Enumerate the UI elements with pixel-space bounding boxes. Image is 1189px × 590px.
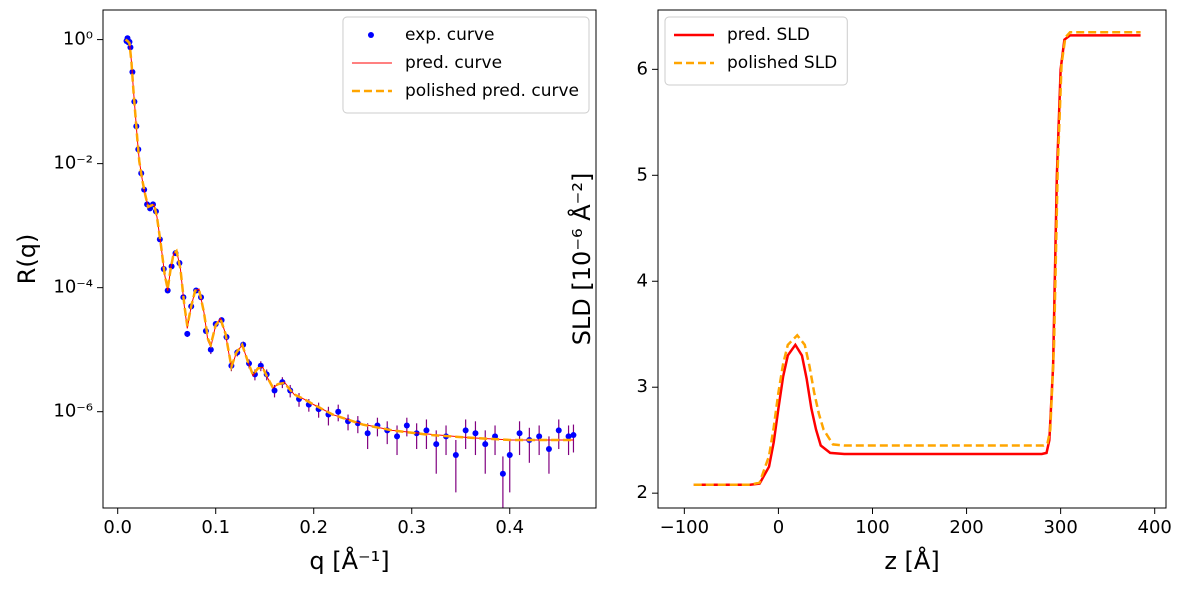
data-point [335,408,342,415]
y-axis-label: SLD [10⁻⁶ Å⁻²] [567,173,596,346]
data-point [394,433,401,440]
legend-label: pred. SLD [727,25,810,45]
data-point [403,422,410,429]
data-point [452,452,459,459]
data-point [271,387,278,394]
axes-frame [657,9,1167,509]
series-line [693,34,1141,486]
y-tick-label: 10⁻⁴ [53,277,93,298]
series-line [124,38,574,442]
y-tick-label: 4 [637,270,648,291]
y-tick-label: 6 [637,58,648,79]
legend-label: pred. curve [405,53,502,73]
y-tick-label: 5 [637,164,648,185]
legend-box [342,16,590,114]
y-tick-label: 3 [637,376,648,397]
x-tick-label: 300 [1043,517,1077,538]
axes-frame [102,9,597,509]
data-point [506,452,513,459]
legend-label: polished SLD [727,53,837,73]
x-tick-label: 200 [949,517,983,538]
data-point [536,433,543,440]
data-point [364,430,371,437]
data-point [472,430,479,437]
data-point [555,427,562,434]
legend-marker [367,32,374,38]
x-tick-label: 0.0 [103,517,132,538]
data-point [462,427,469,434]
x-tick-label: 100 [855,517,889,538]
data-point [423,427,430,434]
x-tick-label: 400 [1138,517,1172,538]
data-point [516,430,523,437]
data-point [570,432,577,439]
x-tick-label: 0.3 [397,517,426,538]
data-point [482,441,489,448]
data-point [565,433,572,440]
y-tick-label: 10⁰ [63,29,93,50]
y-tick-label: 10⁻⁶ [53,401,93,422]
legend: exp. curve pred. curve polished pred. curv… [342,16,590,114]
plot-area [123,35,577,508]
data-point [545,446,552,453]
y-tick-label: 10⁻² [53,153,93,174]
x-tick-label: −100 [660,517,709,538]
x-axis-label: q [Å⁻¹] [309,546,389,575]
legend-label: polished pred. curve [405,81,579,101]
data-point [433,441,440,448]
data-point [184,330,191,337]
x-tick-label: 0 [773,517,784,538]
x-tick-label: 0.4 [495,517,524,538]
x-tick-label: 0.1 [201,517,230,538]
plot-area [693,31,1141,486]
x-tick-label: 0.2 [299,517,328,538]
x-axis-label: z [Å] [884,546,939,575]
data-point [207,346,214,353]
series-line [693,31,1141,486]
y-tick-label: 2 [637,482,648,503]
y-axis-label: R(q) [13,234,41,285]
legend: pred. SLD polished SLD [664,16,848,86]
legend-label: exp. curve [405,25,494,45]
data-point [499,470,506,477]
